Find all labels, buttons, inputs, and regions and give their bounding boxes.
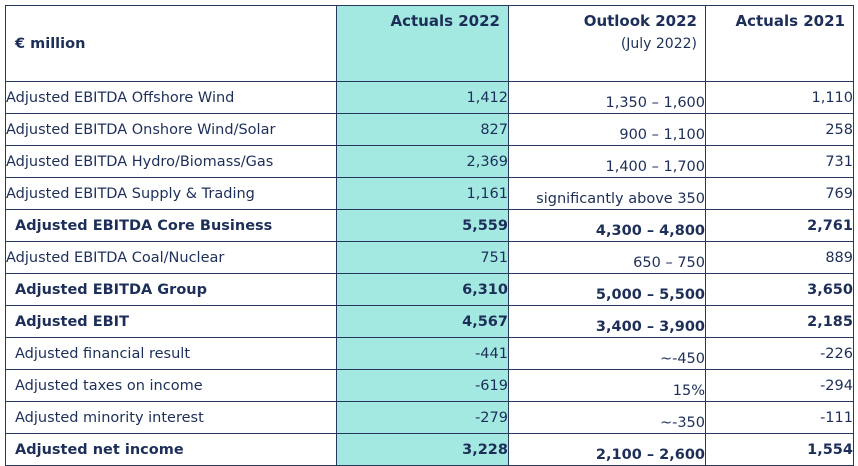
table-header-row: € million Actuals 2022 Outlook 2022 (Jul… [5,5,854,82]
row-label: Adjusted EBITDA Offshore Wind [5,81,337,114]
outlook-2022-cell: ~-350 [508,401,706,434]
row-label: Adjusted minority interest [5,401,337,434]
actuals-2022-cell: 3,228 [336,433,509,466]
actuals-2021-cell: 3,650 [705,273,854,306]
unit-label: € million [5,5,337,82]
row-label: Adjusted taxes on income [5,369,337,402]
outlook-2022-cell: 3,400 – 3,900 [508,305,706,338]
row-label: Adjusted EBITDA Hydro/Biomass/Gas [5,145,337,178]
table-row: Adjusted EBITDA Supply & Trading 1,161 s… [5,177,854,210]
table-row-total: Adjusted EBITDA Core Business 5,559 4,30… [5,209,854,242]
table-row-total: Adjusted EBITDA Group 6,310 5,000 – 5,50… [5,273,854,306]
row-label: Adjusted EBIT [5,305,337,338]
actuals-2022-cell: 1,161 [336,177,509,210]
outlook-2022-cell: 2,100 – 2,600 [508,433,706,466]
actuals-2022-cell: 827 [336,113,509,146]
outlook-2022-cell: 900 – 1,100 [508,113,706,146]
actuals-2021-cell: 258 [705,113,854,146]
outlook-2022-cell: 5,000 – 5,500 [508,273,706,306]
row-label: Adjusted EBITDA Supply & Trading [5,177,337,210]
outlook-2022-cell: 15% [508,369,706,402]
column-header-actuals-2022: Actuals 2022 [336,5,509,82]
actuals-2021-cell: -226 [705,337,854,370]
row-label: Adjusted EBITDA Onshore Wind/Solar [5,113,337,146]
column-title: Actuals 2021 [735,12,845,30]
outlook-2022-cell: 1,350 – 1,600 [508,81,706,114]
table-row: Adjusted EBITDA Coal/Nuclear 751 650 – 7… [5,241,854,274]
actuals-2021-cell: -294 [705,369,854,402]
financial-table: € million Actuals 2022 Outlook 2022 (Jul… [5,5,854,466]
actuals-2021-cell: 889 [705,241,854,274]
outlook-2022-cell: 4,300 – 4,800 [508,209,706,242]
table-row: Adjusted EBITDA Hydro/Biomass/Gas 2,369 … [5,145,854,178]
row-label: Adjusted EBITDA Core Business [5,209,337,242]
outlook-2022-cell: ~-450 [508,337,706,370]
actuals-2021-cell: 1,110 [705,81,854,114]
actuals-2022-cell: 1,412 [336,81,509,114]
actuals-2021-cell: 2,185 [705,305,854,338]
actuals-2021-cell: 2,761 [705,209,854,242]
actuals-2022-cell: -441 [336,337,509,370]
column-title: Actuals 2022 [390,12,500,30]
outlook-2022-cell: 650 – 750 [508,241,706,274]
actuals-2022-cell: 4,567 [336,305,509,338]
column-header-actuals-2021: Actuals 2021 [705,5,854,82]
table-row: Adjusted financial result -441 ~-450 -22… [5,337,854,370]
column-title: Outlook 2022 [583,12,697,30]
table-row-total: Adjusted EBIT 4,567 3,400 – 3,900 2,185 [5,305,854,338]
outlook-2022-cell: 1,400 – 1,700 [508,145,706,178]
actuals-2022-cell: 5,559 [336,209,509,242]
actuals-2022-cell: 751 [336,241,509,274]
actuals-2022-cell: -279 [336,401,509,434]
table-row-total: Adjusted net income 3,228 2,100 – 2,600 … [5,433,854,466]
actuals-2022-cell: 6,310 [336,273,509,306]
table-row: Adjusted minority interest -279 ~-350 -1… [5,401,854,434]
table-row: Adjusted EBITDA Offshore Wind 1,412 1,35… [5,81,854,114]
table-row: Adjusted EBITDA Onshore Wind/Solar 827 9… [5,113,854,146]
row-label: Adjusted EBITDA Group [5,273,337,306]
actuals-2022-cell: -619 [336,369,509,402]
actuals-2021-cell: 769 [705,177,854,210]
actuals-2022-cell: 2,369 [336,145,509,178]
row-label: Adjusted net income [5,433,337,466]
column-header-outlook-2022: Outlook 2022 (July 2022) [508,5,706,82]
row-label: Adjusted financial result [5,337,337,370]
actuals-2021-cell: -111 [705,401,854,434]
actuals-2021-cell: 1,554 [705,433,854,466]
outlook-2022-cell: significantly above 350 [508,177,706,210]
row-label: Adjusted EBITDA Coal/Nuclear [5,241,337,274]
column-subtitle: (July 2022) [620,36,697,52]
actuals-2021-cell: 731 [705,145,854,178]
table-row: Adjusted taxes on income -619 15% -294 [5,369,854,402]
